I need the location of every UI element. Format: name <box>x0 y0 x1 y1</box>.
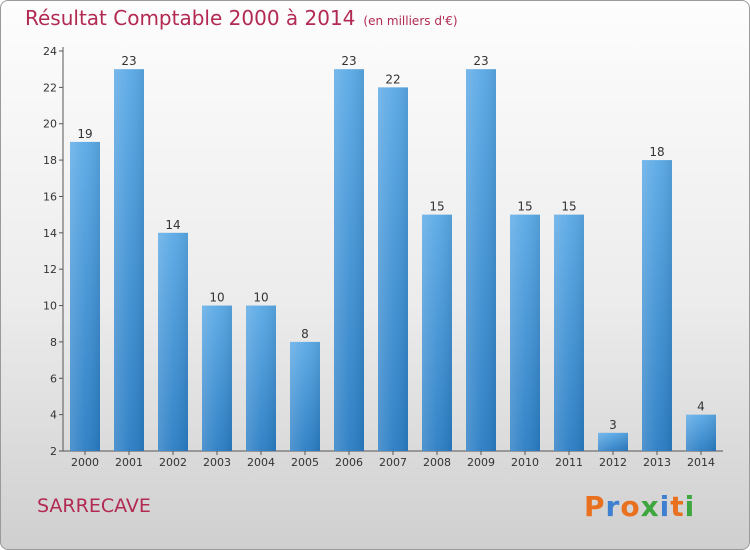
logo-letter: i <box>659 490 671 523</box>
x-tick-label: 2007 <box>379 456 407 469</box>
y-tick-label: 12 <box>43 263 57 276</box>
bar-sheen <box>554 214 584 451</box>
x-tick-label: 2012 <box>599 456 627 469</box>
y-tick-label: 16 <box>43 190 57 203</box>
bar-sheen <box>114 69 144 451</box>
x-tick-label: 2004 <box>247 456 275 469</box>
x-tick-label: 2009 <box>467 456 495 469</box>
data-label: 22 <box>385 72 400 86</box>
data-label: 15 <box>517 200 532 214</box>
y-tick-label: 24 <box>43 45 57 58</box>
x-tick-label: 2013 <box>643 456 671 469</box>
y-tick-label: 4 <box>50 409 57 422</box>
data-label: 10 <box>209 291 224 305</box>
bar-sheen <box>378 87 408 451</box>
logo-letter: x <box>640 490 660 523</box>
logo-letter: P <box>584 490 606 523</box>
x-tick-label: 2011 <box>555 456 583 469</box>
bar-sheen <box>70 141 100 451</box>
data-label: 23 <box>341 54 356 68</box>
bar-sheen <box>202 305 232 451</box>
data-label: 23 <box>473 54 488 68</box>
bars <box>70 69 716 451</box>
data-label: 18 <box>649 145 664 159</box>
x-tick-label: 2001 <box>115 456 143 469</box>
x-tick-label: 2008 <box>423 456 451 469</box>
y-tick-label: 8 <box>50 336 57 349</box>
x-tick-label: 2003 <box>203 456 231 469</box>
logo-letter: t <box>670 490 685 523</box>
bar-sheen <box>246 305 276 451</box>
x-tick-label: 2010 <box>511 456 539 469</box>
logo-letter: i <box>684 490 696 523</box>
data-label: 10 <box>253 291 268 305</box>
data-label: 8 <box>301 327 309 341</box>
chart-title: Résultat Comptable 2000 à 2014 (en millie… <box>25 6 458 30</box>
bar-sheen <box>290 341 320 451</box>
x-tick-label: 2000 <box>71 456 99 469</box>
data-label: 15 <box>561 200 576 214</box>
data-label: 3 <box>609 418 617 432</box>
data-label: 4 <box>697 400 705 414</box>
data-label: 14 <box>165 218 180 232</box>
proxiti-logo: Proxiti <box>584 490 695 523</box>
x-tick-label: 2014 <box>687 456 715 469</box>
y-tick-label: 10 <box>43 300 57 313</box>
chart-subtitle: (en milliers d'€) <box>363 14 458 28</box>
bar-sheen <box>642 160 672 451</box>
bar-sheen <box>686 414 716 451</box>
data-label: 19 <box>77 127 92 141</box>
bar-sheen <box>510 214 540 451</box>
y-tick-label: 2 <box>50 445 57 458</box>
y-tick-label: 14 <box>43 227 57 240</box>
data-label: 15 <box>429 200 444 214</box>
y-tick-label: 20 <box>43 118 57 131</box>
bar-sheen <box>158 232 188 451</box>
bar-sheen <box>422 214 452 451</box>
x-tick-label: 2006 <box>335 456 363 469</box>
chart-title-text: Résultat Comptable 2000 à 2014 <box>25 6 356 30</box>
y-tick-label: 18 <box>43 154 57 167</box>
commune-name: SARRECAVE <box>37 495 151 517</box>
x-tick-label: 2005 <box>291 456 319 469</box>
y-tick-label: 6 <box>50 372 57 385</box>
x-tick-label: 2002 <box>159 456 187 469</box>
bar-sheen <box>466 69 496 451</box>
logo-letter: o <box>620 490 641 523</box>
y-tick-label: 22 <box>43 81 57 94</box>
bar-sheen <box>334 69 364 451</box>
data-label: 23 <box>121 54 136 68</box>
data-labels: 19 23 14 10 10 8 23 22 15 23 15 15 3 18 4 <box>77 54 704 432</box>
logo-letter: r <box>605 490 621 523</box>
bar-sheen <box>598 432 628 451</box>
